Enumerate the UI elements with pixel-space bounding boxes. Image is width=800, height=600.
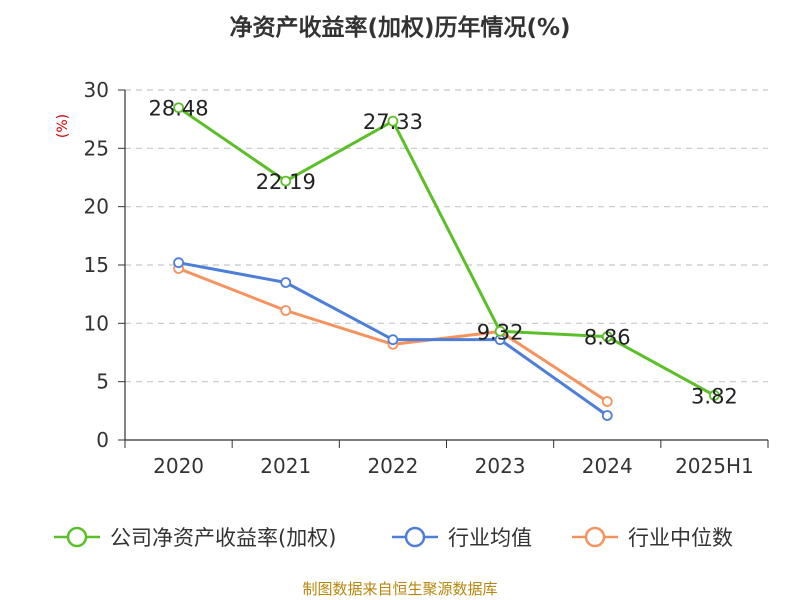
grid-lines [125,89,768,383]
y-tick-label-25: 25 [84,136,109,160]
legend-item-company[interactable]: 公司净资产收益率(加权) [52,520,336,554]
data-label-2025H1: 3.82 [691,384,738,408]
x-tick-label-2020: 2020 [153,454,204,478]
axes: 0 5 10 15 20 25 30 2020 2021 2022 2023 2024 2025H1 [84,78,769,478]
data-point-1-2020 [173,257,184,269]
data-point-0-2022 [387,115,399,127]
legend: 公司净资产收益率(加权) 行业均值 行业中位数 [0,520,800,554]
legend-item-industry-median[interactable]: 行业中位数 [570,520,733,554]
y-tick-label-10: 10 [84,311,109,335]
data-point-2-2024 [601,396,613,407]
legend-item-industry-mean[interactable]: 行业均值 [390,520,532,554]
x-tick-label-2021: 2021 [260,454,311,478]
data-point-1-2021 [280,277,292,288]
x-tick-label-2025H1: 2025H1 [675,454,754,478]
data-point-0-2024 [601,331,613,343]
data-source-note: 制图数据来自恒生聚源数据库 [302,580,498,598]
y-tick-label-0: 0 [96,428,109,452]
series-line-0 [177,106,716,397]
data-point-0-2021 [280,175,292,187]
legend-marker-industry-mean [392,526,438,548]
chart-title: 净资产收益率(加权)历年情况(%) [229,15,571,41]
data-point-1-2024 [601,410,613,421]
y-tick-label-30: 30 [84,78,109,102]
legend-marker-industry-median [572,526,618,548]
data-label-2024: 8.86 [584,326,631,350]
data-labels: 28.48 22.19 27.33 9.32 8.86 3.82 [149,97,738,409]
data-point-0-2023 [494,325,506,337]
data-label-2021: 22.19 [256,170,316,194]
x-tick-label-2024: 2024 [582,454,633,478]
y-tick-label-20: 20 [84,195,109,219]
legend-marker-company [54,526,100,548]
data-label-2020: 28.48 [149,97,209,121]
legend-label-company: 公司净资产收益率(加权) [110,526,337,550]
data-label-2022: 27.33 [363,110,423,134]
data-label-2023: 9.32 [477,320,524,344]
data-point-2-2021 [280,305,292,316]
series-layer [173,102,720,421]
legend-label-industry-mean: 行业均值 [448,526,532,550]
y-tick-label-15: 15 [84,253,109,277]
data-point-0-2025H1 [709,390,720,401]
data-point-1-2022 [387,334,399,346]
y-tick-label-5: 5 [96,370,109,394]
data-point-0-2020 [173,102,184,114]
x-tick-label-2023: 2023 [475,454,526,478]
x-tick-label-2022: 2022 [367,454,418,478]
legend-label-industry-median: 行业中位数 [628,526,733,550]
